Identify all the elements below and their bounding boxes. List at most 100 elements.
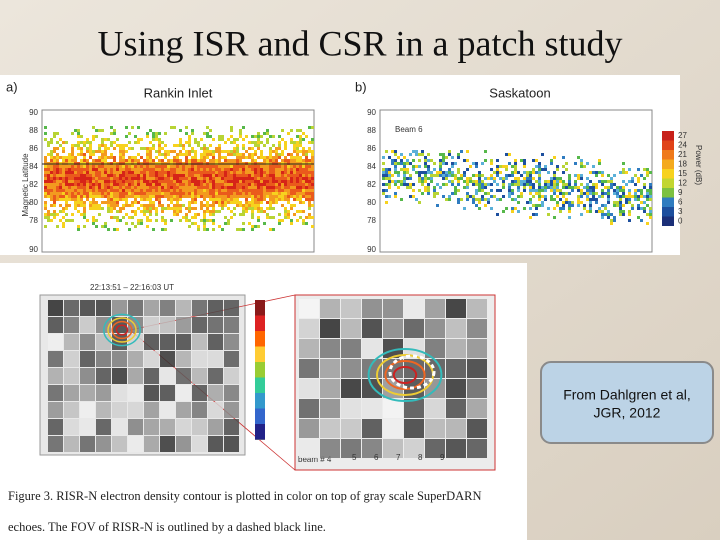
heatmap-cell [269, 201, 272, 204]
heatmap-cell [101, 186, 104, 189]
heatmap-cell [403, 180, 406, 183]
map-cell [160, 351, 175, 367]
heatmap-cell [92, 198, 95, 201]
heatmap-cell [137, 186, 140, 189]
heatmap-cell [170, 177, 173, 180]
heatmap-cell [502, 165, 505, 168]
heatmap-cell [128, 195, 131, 198]
heatmap-cell [251, 195, 254, 198]
heatmap-cell [179, 144, 182, 147]
heatmap-cell [499, 165, 502, 168]
heatmap-cell [77, 165, 80, 168]
heatmap-cell [299, 192, 302, 195]
heatmap-cell [239, 171, 242, 174]
heatmap-cell [227, 153, 230, 156]
heatmap-cell [44, 177, 47, 180]
heatmap-cell [472, 195, 475, 198]
heatmap-cell [83, 192, 86, 195]
heatmap-cell [185, 168, 188, 171]
map-cell [208, 385, 223, 401]
map-cell [80, 351, 95, 367]
map-cell [128, 419, 143, 435]
heatmap-cell [254, 177, 257, 180]
heatmap-cell [227, 168, 230, 171]
heatmap-cell [463, 180, 466, 183]
heatmap-cell [254, 168, 257, 171]
heatmap-cell [113, 180, 116, 183]
heatmap-cell [236, 165, 239, 168]
heatmap-cell [649, 207, 652, 210]
heatmap-cell [269, 156, 272, 159]
heatmap-cell [257, 165, 260, 168]
heatmap-cell [158, 174, 161, 177]
heatmap-cell [140, 168, 143, 171]
heatmap-cell [164, 153, 167, 156]
heatmap-cell [254, 183, 257, 186]
heatmap-cell [128, 165, 131, 168]
heatmap-cell [56, 198, 59, 201]
heatmap-cell [71, 198, 74, 201]
heatmap-cell [107, 174, 110, 177]
heatmap-cell [113, 141, 116, 144]
heatmap-cell [74, 144, 77, 147]
heatmap-cell [278, 219, 281, 222]
heatmap-cell [230, 180, 233, 183]
heatmap-cell [421, 180, 424, 183]
heatmap-cell [104, 180, 107, 183]
heatmap-cell [421, 192, 424, 195]
heatmap-cell [92, 222, 95, 225]
heatmap-cell [143, 210, 146, 213]
heatmap-cell [134, 192, 137, 195]
heatmap-cell [526, 183, 529, 186]
heatmap-cell [197, 144, 200, 147]
heatmap-cell [206, 189, 209, 192]
heatmap-cell [89, 192, 92, 195]
heatmap-cell [149, 156, 152, 159]
heatmap-cell [227, 222, 230, 225]
heatmap-cell [80, 192, 83, 195]
heatmap-cell [179, 195, 182, 198]
heatmap-cell [173, 177, 176, 180]
heatmap-cell [113, 195, 116, 198]
heatmap-cell [293, 165, 296, 168]
heatmap-cell [140, 174, 143, 177]
heatmap-cell [281, 150, 284, 153]
heatmap-cell [233, 141, 236, 144]
heatmap-cell [74, 165, 77, 168]
heatmap-cell [107, 201, 110, 204]
heatmap-cell [403, 168, 406, 171]
heatmap-cell [394, 171, 397, 174]
heatmap-cell [59, 168, 62, 171]
heatmap-cell [65, 165, 68, 168]
heatmap-cell [257, 174, 260, 177]
heatmap-cell [281, 171, 284, 174]
heatmap-cell [59, 174, 62, 177]
heatmap-cell [272, 189, 275, 192]
heatmap-cell [385, 174, 388, 177]
heatmap-cell [589, 189, 592, 192]
heatmap-cell [89, 156, 92, 159]
heatmap-cell [290, 207, 293, 210]
heatmap-cell [245, 201, 248, 204]
heatmap-cell [143, 198, 146, 201]
heatmap-cell [143, 192, 146, 195]
heatmap-cell [532, 213, 535, 216]
heatmap-cell [580, 162, 583, 165]
heatmap-cell [385, 189, 388, 192]
heatmap-cell [649, 198, 652, 201]
heatmap-cell [89, 174, 92, 177]
heatmap-cell [556, 186, 559, 189]
heatmap-cell [167, 198, 170, 201]
heatmap-cell [281, 219, 284, 222]
heatmap-cell [194, 222, 197, 225]
heatmap-cell [101, 138, 104, 141]
heatmap-cell [194, 180, 197, 183]
heatmap-cell [152, 180, 155, 183]
heatmap-cell [275, 153, 278, 156]
heatmap-cell [245, 165, 248, 168]
heatmap-cell [625, 201, 628, 204]
heatmap-cell [212, 168, 215, 171]
heatmap-cell [155, 210, 158, 213]
heatmap-cell [311, 216, 314, 219]
heatmap-cell [553, 186, 556, 189]
